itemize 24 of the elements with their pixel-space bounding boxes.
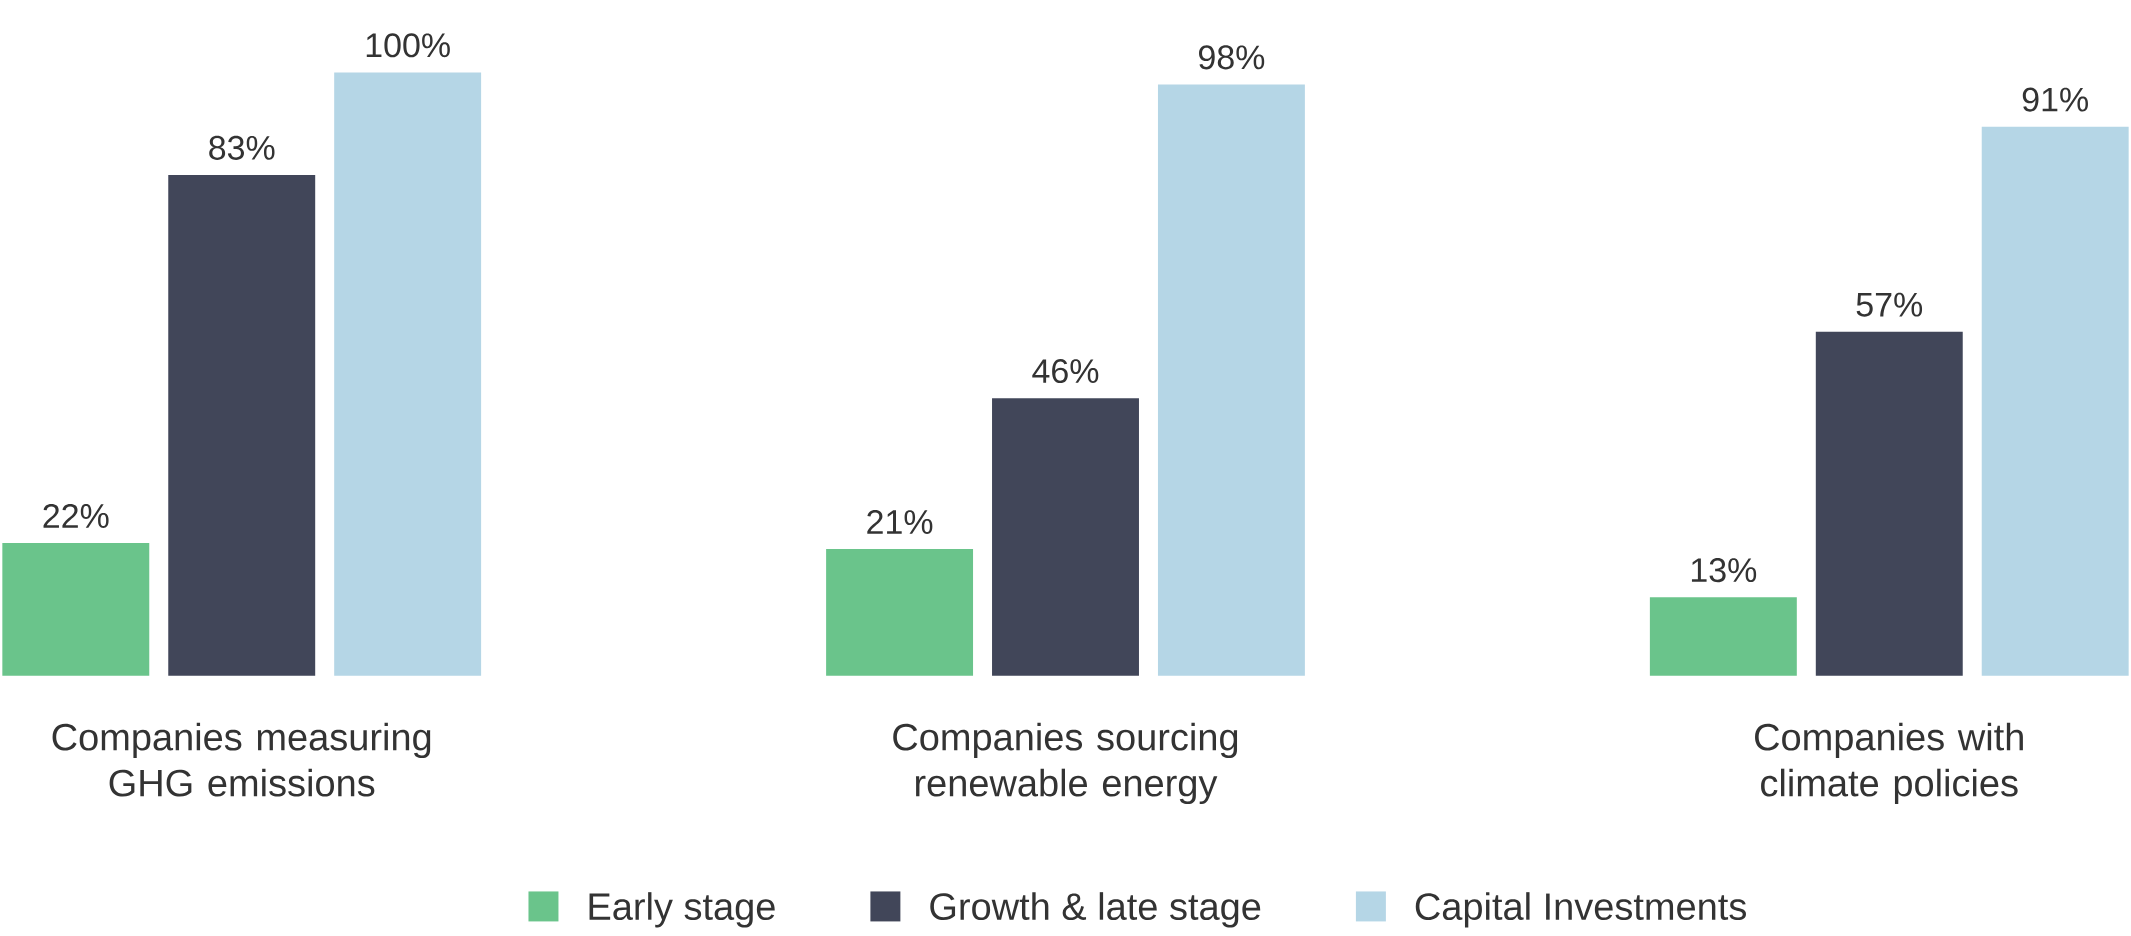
bar (992, 398, 1139, 676)
data-label: 21% (867, 510, 933, 535)
data-label: 100% (366, 33, 450, 58)
data-label: 91% (2022, 87, 2088, 112)
bar (1815, 332, 1963, 676)
x-tick-label: Companies measuring GHG emissions (52, 722, 431, 797)
legend-label: Growth & late stage (930, 892, 1261, 928)
legend-label: Capital Investments (1415, 892, 1746, 928)
data-label: 57% (1856, 293, 1923, 317)
x-tick-label: Companies with climate policies (1755, 722, 2023, 805)
bar (826, 549, 974, 676)
bar (1649, 597, 1797, 676)
data-label: 83% (209, 136, 275, 161)
bar (1981, 126, 2129, 676)
bar (168, 175, 316, 676)
x-tick-label: Companies sourcing renewable energy (893, 722, 1238, 805)
data-label: 46% (1032, 359, 1099, 384)
legend-label: Early stage (589, 892, 775, 928)
bar (334, 72, 482, 676)
data-label: 13% (1691, 558, 1757, 583)
data-label: 98% (1199, 45, 1265, 70)
data-label: 22% (43, 504, 109, 529)
bar (2, 543, 150, 676)
bar (1157, 84, 1305, 676)
